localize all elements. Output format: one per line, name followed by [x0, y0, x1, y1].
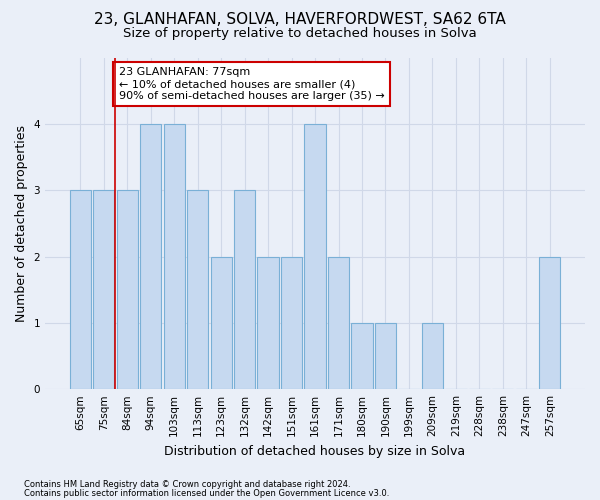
Bar — [116, 190, 137, 389]
Bar — [352, 323, 373, 389]
Bar — [187, 190, 208, 389]
Bar — [164, 124, 185, 389]
Text: 23, GLANHAFAN, SOLVA, HAVERFORDWEST, SA62 6TA: 23, GLANHAFAN, SOLVA, HAVERFORDWEST, SA6… — [94, 12, 506, 28]
Text: Contains public sector information licensed under the Open Government Licence v3: Contains public sector information licen… — [24, 488, 389, 498]
Text: 23 GLANHAFAN: 77sqm
← 10% of detached houses are smaller (4)
90% of semi-detache: 23 GLANHAFAN: 77sqm ← 10% of detached ho… — [119, 68, 385, 100]
Bar — [422, 323, 443, 389]
Bar — [304, 124, 326, 389]
Bar — [539, 256, 560, 389]
Bar — [234, 190, 255, 389]
Bar — [211, 256, 232, 389]
Bar — [375, 323, 396, 389]
X-axis label: Distribution of detached houses by size in Solva: Distribution of detached houses by size … — [164, 444, 466, 458]
Bar — [328, 256, 349, 389]
Text: Contains HM Land Registry data © Crown copyright and database right 2024.: Contains HM Land Registry data © Crown c… — [24, 480, 350, 489]
Bar — [93, 190, 114, 389]
Bar — [257, 256, 278, 389]
Bar — [140, 124, 161, 389]
Bar — [70, 190, 91, 389]
Text: Size of property relative to detached houses in Solva: Size of property relative to detached ho… — [123, 28, 477, 40]
Y-axis label: Number of detached properties: Number of detached properties — [15, 125, 28, 322]
Bar — [281, 256, 302, 389]
